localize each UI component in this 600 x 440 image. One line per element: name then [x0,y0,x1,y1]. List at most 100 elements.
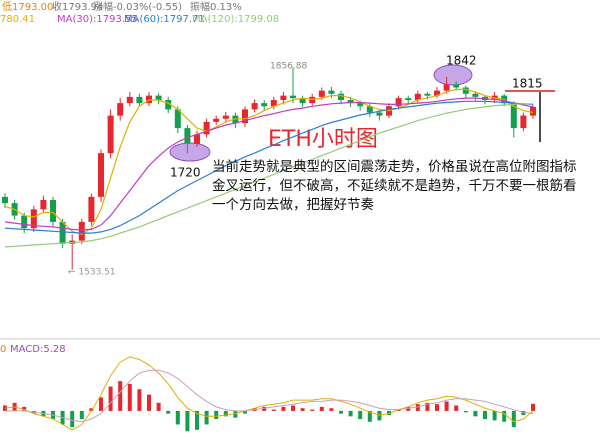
macd-line [4,356,534,431]
macd-bar [511,410,516,428]
candle-body [184,128,191,144]
macd-title: MACD:5.28 [10,344,66,355]
annotation: 1842 [446,54,477,68]
annotation: 1815 [512,77,543,91]
candle-body [107,115,114,154]
macd-bar [319,406,324,411]
header-amplitude: 振幅0.13% [190,0,242,13]
annotation: ← 1533.51 [68,268,116,278]
candle-body [395,98,402,107]
candle-body [146,95,152,104]
candle-body [280,95,287,100]
candle-body [510,103,517,129]
candle-body [357,103,364,107]
candle-body [88,196,95,222]
macd-bar [262,406,267,411]
candle-body [520,115,527,129]
macd-bar [3,405,7,411]
highlight-ellipse [169,142,211,162]
macd-bar [435,404,439,411]
candle-body [50,200,56,222]
candle-body [126,96,133,104]
candle-body [338,93,344,100]
candle-body [222,115,229,119]
macd-bar [223,410,228,417]
candle-body [462,87,469,94]
macd-bar [127,383,132,411]
macd-bar [166,410,171,414]
ma-line [4,88,534,236]
macd-bar [396,409,401,411]
macd-bar [147,394,151,411]
macd-bar [108,386,113,411]
header-close: 收1793.94 [52,0,103,13]
legend-entry: MA(30):1793.55 [57,14,138,25]
candle-body [530,106,536,116]
ma-line [4,97,534,231]
ma-line [4,100,534,234]
candle-body [376,112,383,116]
macd-bar [156,402,161,411]
macd-bar [22,406,27,411]
header-low: 低1793.00 [2,0,53,13]
macd-bar [233,410,238,418]
macd-bar [531,403,535,411]
macd-bar [70,410,75,428]
macd-bar [214,410,219,420]
macd-bar [367,410,372,422]
macd-bar [492,410,497,421]
macd-bar [118,381,123,411]
candle-body [165,100,172,110]
macd-bar [329,408,334,411]
candle-body [98,153,104,197]
candle-body [424,93,431,96]
candle-body [117,103,124,116]
macd-bar [425,402,430,411]
candle-body [194,134,200,144]
candle-body [434,90,440,96]
highlight-ellipse [433,64,473,86]
macd-bar [483,410,487,420]
macd-bar [406,406,411,411]
annotation: 1856.88 [270,62,307,72]
macd-bar [521,410,526,415]
macd-bar [79,410,84,420]
macd-bar [358,410,363,420]
macd-bar [339,410,343,414]
legend-entry: 780.41 [0,14,35,25]
legend-entry: MA(120):1799.08 [192,14,279,25]
candle-body [299,98,306,104]
macd-bar [387,410,391,415]
macd-bar [204,410,209,425]
annotation: 1720 [170,166,201,180]
candle-body [40,200,47,210]
macd-bar [300,408,305,411]
candle-body [347,100,354,104]
macd-bar [271,409,276,411]
macd-bar [281,406,286,411]
macd-bar [99,397,103,411]
candle-body [318,90,325,97]
macd-bar [502,410,507,422]
macd-bar [175,410,180,425]
ma-line [4,103,533,248]
candle-body [366,106,373,113]
macd-bar [185,410,190,432]
macd-bar [348,410,353,417]
candle-body [328,90,335,94]
candle-body [30,209,37,229]
candle-body [174,109,181,129]
candle-body [2,196,8,204]
macd-bar [415,404,420,411]
candle-body [270,100,277,107]
macd-bar [89,408,94,411]
candle-body [155,95,162,100]
candle-body [242,109,248,124]
macd-bar [291,405,295,411]
macd-bar [195,410,199,430]
macd-bar [444,401,449,411]
legend-entry: MA(60):1797.71 [124,14,205,25]
analysis-note: 当前走势就是典型的区间震荡走势，价格虽说在高位附图指标金叉运行，但不破高，不延续… [212,159,577,213]
